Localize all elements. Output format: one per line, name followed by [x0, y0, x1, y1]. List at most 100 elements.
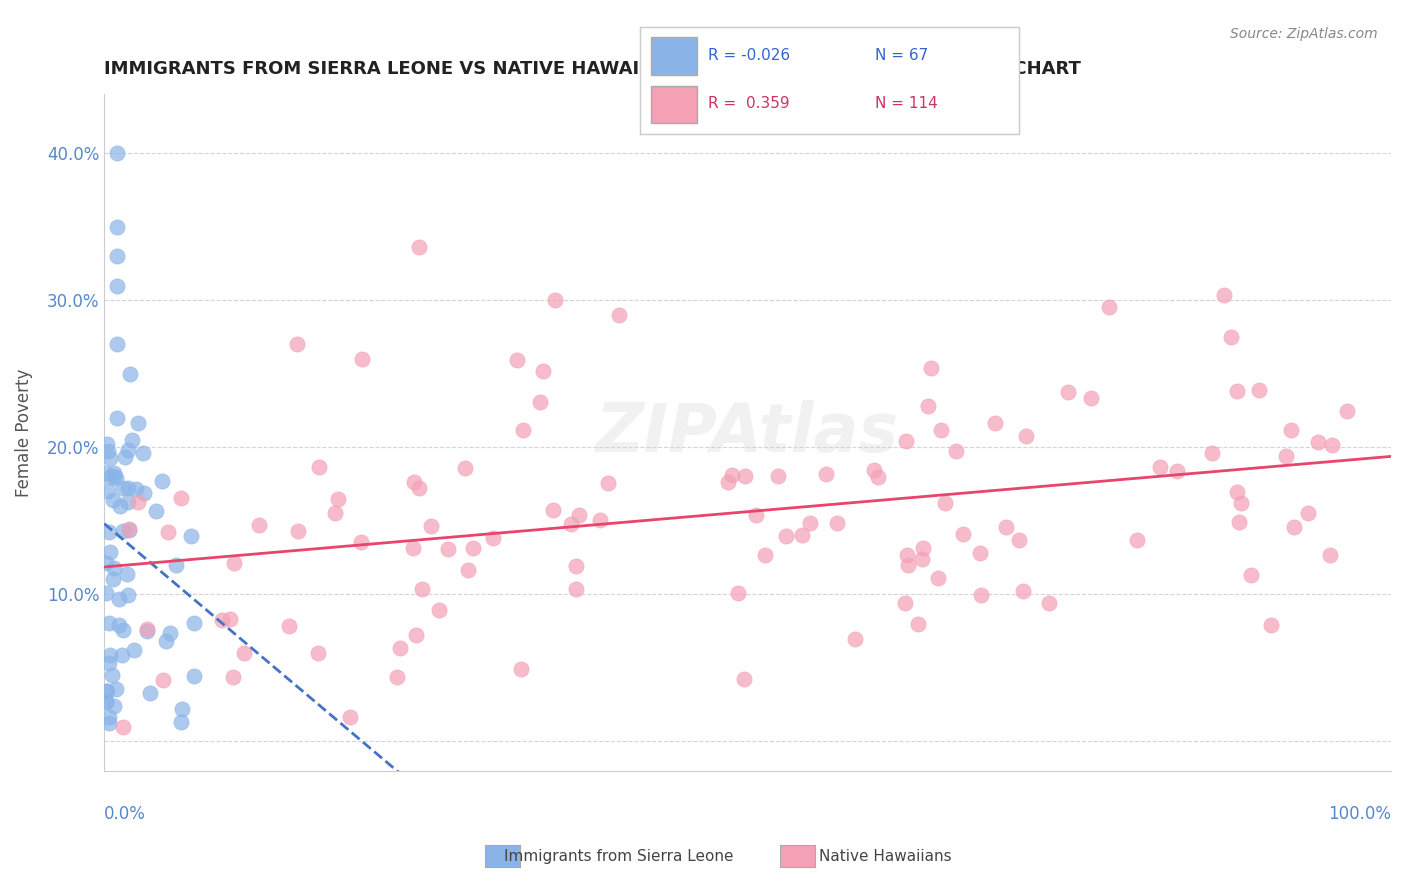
Point	[103, 698, 125, 713]
Point	[721, 468, 744, 483]
Point	[98, 648, 121, 662]
Point	[105, 410, 128, 425]
Point	[799, 516, 821, 530]
Point	[232, 646, 254, 660]
Point	[94, 684, 117, 698]
Point	[512, 423, 534, 437]
Point	[132, 486, 155, 500]
Text: R =  0.359: R = 0.359	[709, 96, 790, 112]
Point	[995, 520, 1018, 534]
Point	[94, 466, 117, 480]
Point	[565, 582, 588, 596]
Point	[156, 524, 179, 539]
Point	[117, 494, 139, 508]
Point	[408, 240, 430, 254]
Point	[94, 556, 117, 570]
Point	[560, 516, 582, 531]
Point	[894, 596, 917, 610]
Point	[531, 364, 554, 378]
Point	[408, 481, 430, 495]
Point	[766, 469, 789, 483]
Point	[105, 249, 128, 263]
Point	[1247, 383, 1270, 397]
Point	[131, 445, 153, 459]
Point	[983, 417, 1005, 431]
Point	[734, 468, 756, 483]
Point	[339, 710, 361, 724]
Point	[1275, 449, 1298, 463]
Point	[1226, 485, 1249, 500]
Point	[1080, 391, 1102, 405]
Point	[183, 615, 205, 630]
Point	[170, 702, 193, 716]
FancyBboxPatch shape	[651, 37, 697, 75]
Point	[170, 491, 193, 505]
Point	[108, 592, 131, 607]
Point	[734, 672, 756, 686]
Point	[159, 625, 181, 640]
Point	[1227, 515, 1250, 529]
Point	[112, 524, 135, 538]
Point	[97, 443, 120, 458]
Point	[136, 622, 159, 636]
Point	[118, 367, 141, 381]
Point	[589, 513, 612, 527]
Point	[94, 585, 117, 599]
Text: ZIPAtlas: ZIPAtlas	[596, 400, 900, 466]
Point	[1056, 385, 1078, 400]
Point	[866, 470, 889, 484]
Point	[565, 558, 588, 573]
Point	[1149, 460, 1171, 475]
Point	[420, 518, 443, 533]
Point	[952, 527, 974, 541]
Point	[596, 476, 619, 491]
Text: 100.0%: 100.0%	[1329, 805, 1391, 823]
Point	[481, 531, 503, 545]
Point	[911, 551, 934, 566]
Point	[1319, 548, 1341, 562]
Point	[402, 475, 425, 489]
Point	[114, 450, 136, 465]
Point	[1219, 330, 1241, 344]
Point	[277, 619, 299, 633]
Point	[183, 668, 205, 682]
Point	[105, 146, 128, 161]
Point	[104, 681, 127, 696]
Point	[920, 360, 942, 375]
Point	[927, 571, 949, 585]
Point	[105, 278, 128, 293]
Point	[1296, 506, 1319, 520]
Point	[105, 219, 128, 234]
Point	[461, 541, 484, 555]
Point	[825, 516, 848, 530]
Point	[727, 586, 749, 600]
Point	[863, 463, 886, 477]
Point	[127, 495, 149, 509]
Point	[170, 715, 193, 730]
Point	[411, 582, 433, 597]
Point	[97, 657, 120, 671]
Point	[541, 503, 564, 517]
Point	[152, 673, 174, 687]
Point	[896, 434, 918, 449]
Point	[145, 504, 167, 518]
Point	[427, 602, 450, 616]
Y-axis label: Female Poverty: Female Poverty	[15, 368, 32, 497]
Text: N = 114: N = 114	[875, 96, 938, 112]
Point	[117, 522, 139, 536]
Point	[285, 337, 308, 351]
Point	[509, 662, 531, 676]
Point	[139, 686, 162, 700]
Point	[165, 558, 187, 572]
Point	[815, 467, 838, 482]
Point	[96, 683, 118, 698]
Text: 0.0%: 0.0%	[104, 805, 146, 823]
Point	[1336, 403, 1358, 417]
Text: R = -0.026: R = -0.026	[709, 48, 790, 63]
Point	[1126, 533, 1149, 548]
Point	[607, 308, 630, 322]
Point	[717, 475, 740, 489]
Point	[385, 669, 408, 683]
Point	[1008, 533, 1031, 548]
Point	[1260, 617, 1282, 632]
